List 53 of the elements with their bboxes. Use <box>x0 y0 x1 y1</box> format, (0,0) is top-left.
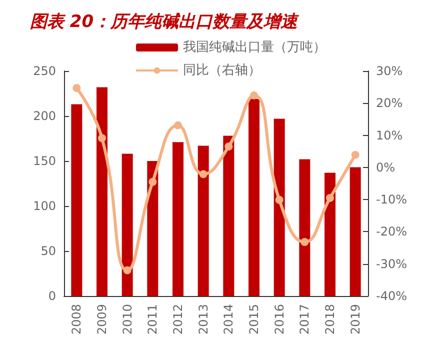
legend-label: 我国纯碱出口量（万吨） <box>183 40 326 55</box>
point <box>224 142 233 151</box>
y-tick-label: 0 <box>48 289 56 303</box>
x-tick-label: 2017 <box>298 304 312 335</box>
point <box>199 170 208 178</box>
x-tick-label: 2010 <box>120 304 134 335</box>
x-tick-label: 2014 <box>222 304 236 335</box>
bar <box>324 172 336 296</box>
point <box>72 84 81 92</box>
point <box>351 150 360 159</box>
x-tick-label: 2009 <box>95 304 109 335</box>
bar <box>71 104 82 296</box>
x-tick-label: 2018 <box>323 304 337 335</box>
y2-tick-label: -30% <box>376 256 408 271</box>
point <box>174 121 182 130</box>
bar <box>122 154 133 296</box>
y-tick-label: 150 <box>33 154 56 168</box>
x-tick-label: 2019 <box>348 304 362 335</box>
y-tick-label: 50 <box>40 244 56 258</box>
point <box>275 196 284 204</box>
x-tick-label: 2008 <box>70 304 84 335</box>
y2-tick-label: 30% <box>376 64 403 78</box>
bar <box>96 87 108 296</box>
x-tick-label: 2015 <box>247 304 261 335</box>
chart-title: 图表 20：历年纯碱出口数量及增速 <box>30 11 298 33</box>
point <box>300 238 309 246</box>
y-tick-label: 200 <box>33 109 56 123</box>
bar <box>299 159 310 296</box>
point <box>98 134 106 142</box>
bar <box>248 98 260 296</box>
y2-tick-label: -10% <box>376 192 408 207</box>
y2-tick-label: -40% <box>376 289 408 303</box>
bar <box>147 161 158 296</box>
y-tick-label: 250 <box>33 64 56 78</box>
bar <box>223 136 234 296</box>
point <box>250 91 258 100</box>
y2-tick-label: 0% <box>376 160 396 174</box>
bar <box>198 146 209 296</box>
bar <box>172 142 184 296</box>
bar <box>350 167 361 296</box>
point <box>148 178 157 186</box>
y-tick-label: 100 <box>33 199 56 213</box>
y2-tick-label: 10% <box>376 128 403 142</box>
x-tick-label: 2016 <box>272 304 286 335</box>
point <box>123 266 132 274</box>
x-tick-label: 2011 <box>146 304 160 335</box>
y2-tick-label: 20% <box>376 96 403 110</box>
x-tick-label: 2012 <box>171 304 185 335</box>
point <box>326 194 334 202</box>
bar <box>274 118 285 296</box>
legend-label: 同比（右轴） <box>183 63 261 78</box>
x-tick-label: 2013 <box>196 304 210 335</box>
y2-tick-label: -20% <box>376 224 408 239</box>
